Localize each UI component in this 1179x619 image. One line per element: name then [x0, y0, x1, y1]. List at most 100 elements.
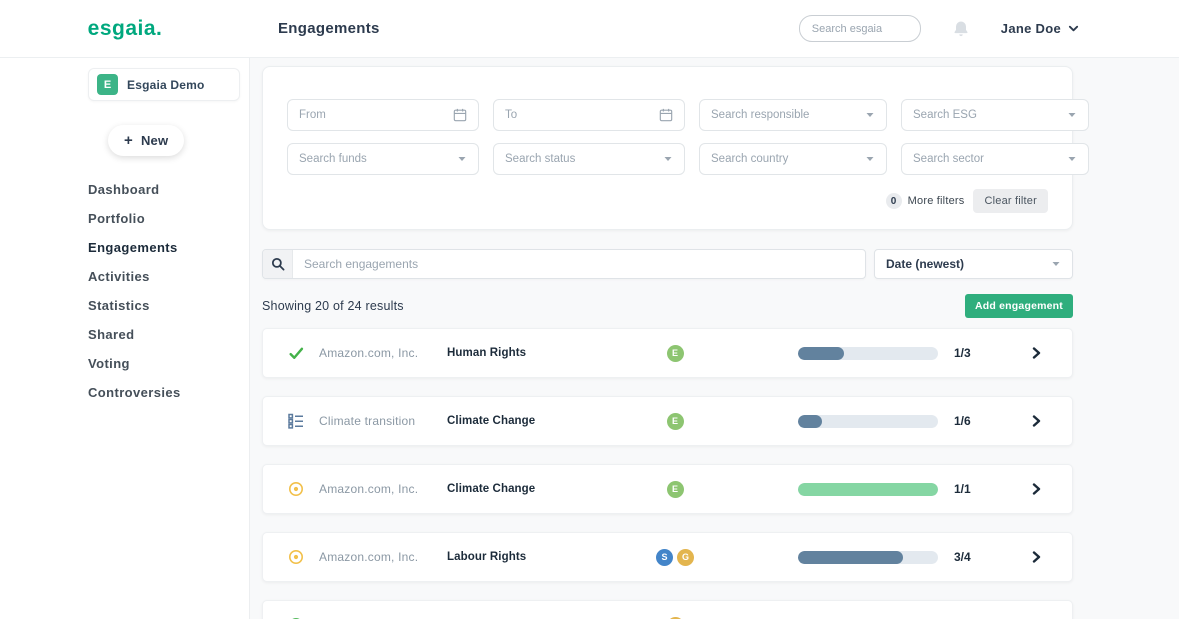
filter-field[interactable]: [287, 143, 479, 175]
filter-panel-footer: 0 More filters Clear filter: [287, 189, 1048, 213]
filter-field[interactable]: [699, 99, 887, 131]
engagement-topic: Climate Change: [447, 415, 536, 427]
esg-badges: G: [635, 616, 715, 619]
topbar-main: Engagements Jane Doe: [250, 15, 1179, 42]
caret-down-icon: [1067, 154, 1077, 164]
chevron-right-icon[interactable]: [1030, 415, 1042, 427]
filter-input[interactable]: [505, 153, 663, 165]
progress-fill: [798, 414, 822, 428]
filter-input[interactable]: [913, 153, 1067, 165]
logo-area: esgaia.: [0, 17, 250, 41]
sidebar-item-label: Portfolio: [88, 211, 146, 226]
more-filters-toggle[interactable]: 0 More filters: [885, 193, 965, 209]
filter-input[interactable]: [711, 153, 865, 165]
progress-group: 3/4: [798, 550, 988, 564]
company-name: Amazon.com, Inc.: [319, 550, 419, 564]
sidebar-item-shared[interactable]: Shared: [88, 327, 249, 342]
sidebar-item-label: Statistics: [88, 298, 150, 313]
checklist-icon: [287, 413, 305, 429]
progress-bar: [798, 550, 938, 564]
engagement-topic: Labour Rights: [447, 551, 527, 563]
progress-fill: [798, 550, 903, 564]
sidebar-item-label: Voting: [88, 356, 130, 371]
filter-field[interactable]: [699, 143, 887, 175]
caret-down-icon: [865, 154, 875, 164]
target-icon: [287, 481, 305, 497]
sidebar-item-label: Engagements: [88, 240, 178, 255]
progress-fraction: 1/3: [954, 346, 971, 360]
chevron-right-icon[interactable]: [1030, 551, 1042, 563]
sidebar-item-controversies[interactable]: Controversies: [88, 385, 249, 400]
esg-badges: E: [635, 344, 715, 362]
engagement-row[interactable]: Climate transition Climate Change E 1/6: [262, 396, 1073, 446]
engagement-list: Amazon.com, Inc. Human Rights E 1/3 Clim…: [262, 328, 1073, 619]
esg-badge-e: E: [666, 344, 684, 362]
filter-field[interactable]: [901, 143, 1089, 175]
sort-select[interactable]: Date (newest): [874, 249, 1073, 279]
engagement-row[interactable]: Facebook Cyber Security G 2/4: [262, 600, 1073, 619]
sidebar-item-engagements[interactable]: Engagements: [88, 240, 249, 255]
global-search-input[interactable]: [798, 15, 921, 42]
add-engagement-button[interactable]: Add engagement: [965, 294, 1073, 318]
engagement-row[interactable]: Amazon.com, Inc. Human Rights E 1/3: [262, 328, 1073, 378]
progress-group: 1/1: [798, 482, 988, 496]
esg-badges: E: [635, 480, 715, 498]
filter-input[interactable]: [913, 109, 1067, 121]
filter-panel: 0 More filters Clear filter: [262, 66, 1089, 230]
new-button[interactable]: + New: [108, 125, 185, 156]
engagement-row[interactable]: Amazon.com, Inc. Climate Change E 1/1: [262, 464, 1073, 514]
body-row: E Esgaia Demo + New Dashboard Portfolio …: [0, 58, 1179, 619]
chevron-right-icon[interactable]: [1030, 483, 1042, 495]
plus-icon: +: [124, 132, 133, 149]
progress-fill: [798, 346, 845, 360]
esg-badge-g: G: [666, 616, 684, 619]
sidebar-item-voting[interactable]: Voting: [88, 356, 249, 371]
progress-bar: [798, 482, 938, 496]
clear-filter-button[interactable]: Clear filter: [973, 189, 1048, 213]
calendar-icon: [659, 108, 673, 122]
topbar-right: Jane Doe: [798, 15, 1079, 42]
sidebar-nav: Dashboard Portfolio Engagements Activiti…: [88, 182, 249, 400]
engagements-search-box[interactable]: [262, 249, 866, 279]
esg-badges: E: [635, 412, 715, 430]
sidebar-item-activities[interactable]: Activities: [88, 269, 249, 284]
brand-logo: esgaia.: [87, 16, 163, 40]
progress-fraction: 1/6: [954, 414, 971, 428]
filter-input[interactable]: [711, 109, 865, 121]
org-switcher[interactable]: E Esgaia Demo: [88, 68, 240, 101]
sidebar-item-dashboard[interactable]: Dashboard: [88, 182, 249, 197]
filter-input[interactable]: [505, 109, 659, 121]
esg-badge-e: E: [666, 412, 684, 430]
esg-badge-s: S: [656, 548, 673, 566]
progress-group: 1/6: [798, 414, 988, 428]
search-icon: [263, 250, 293, 278]
sort-value: Date (newest): [886, 257, 965, 271]
filter-input[interactable]: [299, 109, 453, 121]
engagements-search-input[interactable]: [293, 257, 865, 271]
company-name: Amazon.com, Inc.: [319, 346, 419, 360]
sidebar: E Esgaia Demo + New Dashboard Portfolio …: [0, 58, 250, 619]
sidebar-item-label: Shared: [88, 327, 135, 342]
calendar-icon: [453, 108, 467, 122]
filter-field[interactable]: [901, 99, 1089, 131]
progress-bar: [798, 346, 938, 360]
progress-fraction: 1/1: [954, 482, 971, 496]
sidebar-item-label: Activities: [88, 269, 150, 284]
org-name: Esgaia Demo: [127, 77, 205, 92]
toolbar: Date (newest): [262, 249, 1073, 279]
filter-field[interactable]: [493, 99, 685, 131]
company-name: Amazon.com, Inc.: [319, 482, 419, 496]
org-avatar: E: [97, 74, 118, 95]
filter-input[interactable]: [299, 153, 457, 165]
sidebar-item-label: Dashboard: [88, 182, 160, 197]
filter-field[interactable]: [287, 99, 479, 131]
user-menu[interactable]: Jane Doe: [1001, 21, 1079, 36]
sidebar-item-portfolio[interactable]: Portfolio: [88, 211, 249, 226]
bell-icon[interactable]: [951, 19, 971, 39]
filter-field[interactable]: [493, 143, 685, 175]
chevron-right-icon[interactable]: [1030, 347, 1042, 359]
caret-down-icon: [865, 110, 875, 120]
sidebar-item-statistics[interactable]: Statistics: [88, 298, 249, 313]
